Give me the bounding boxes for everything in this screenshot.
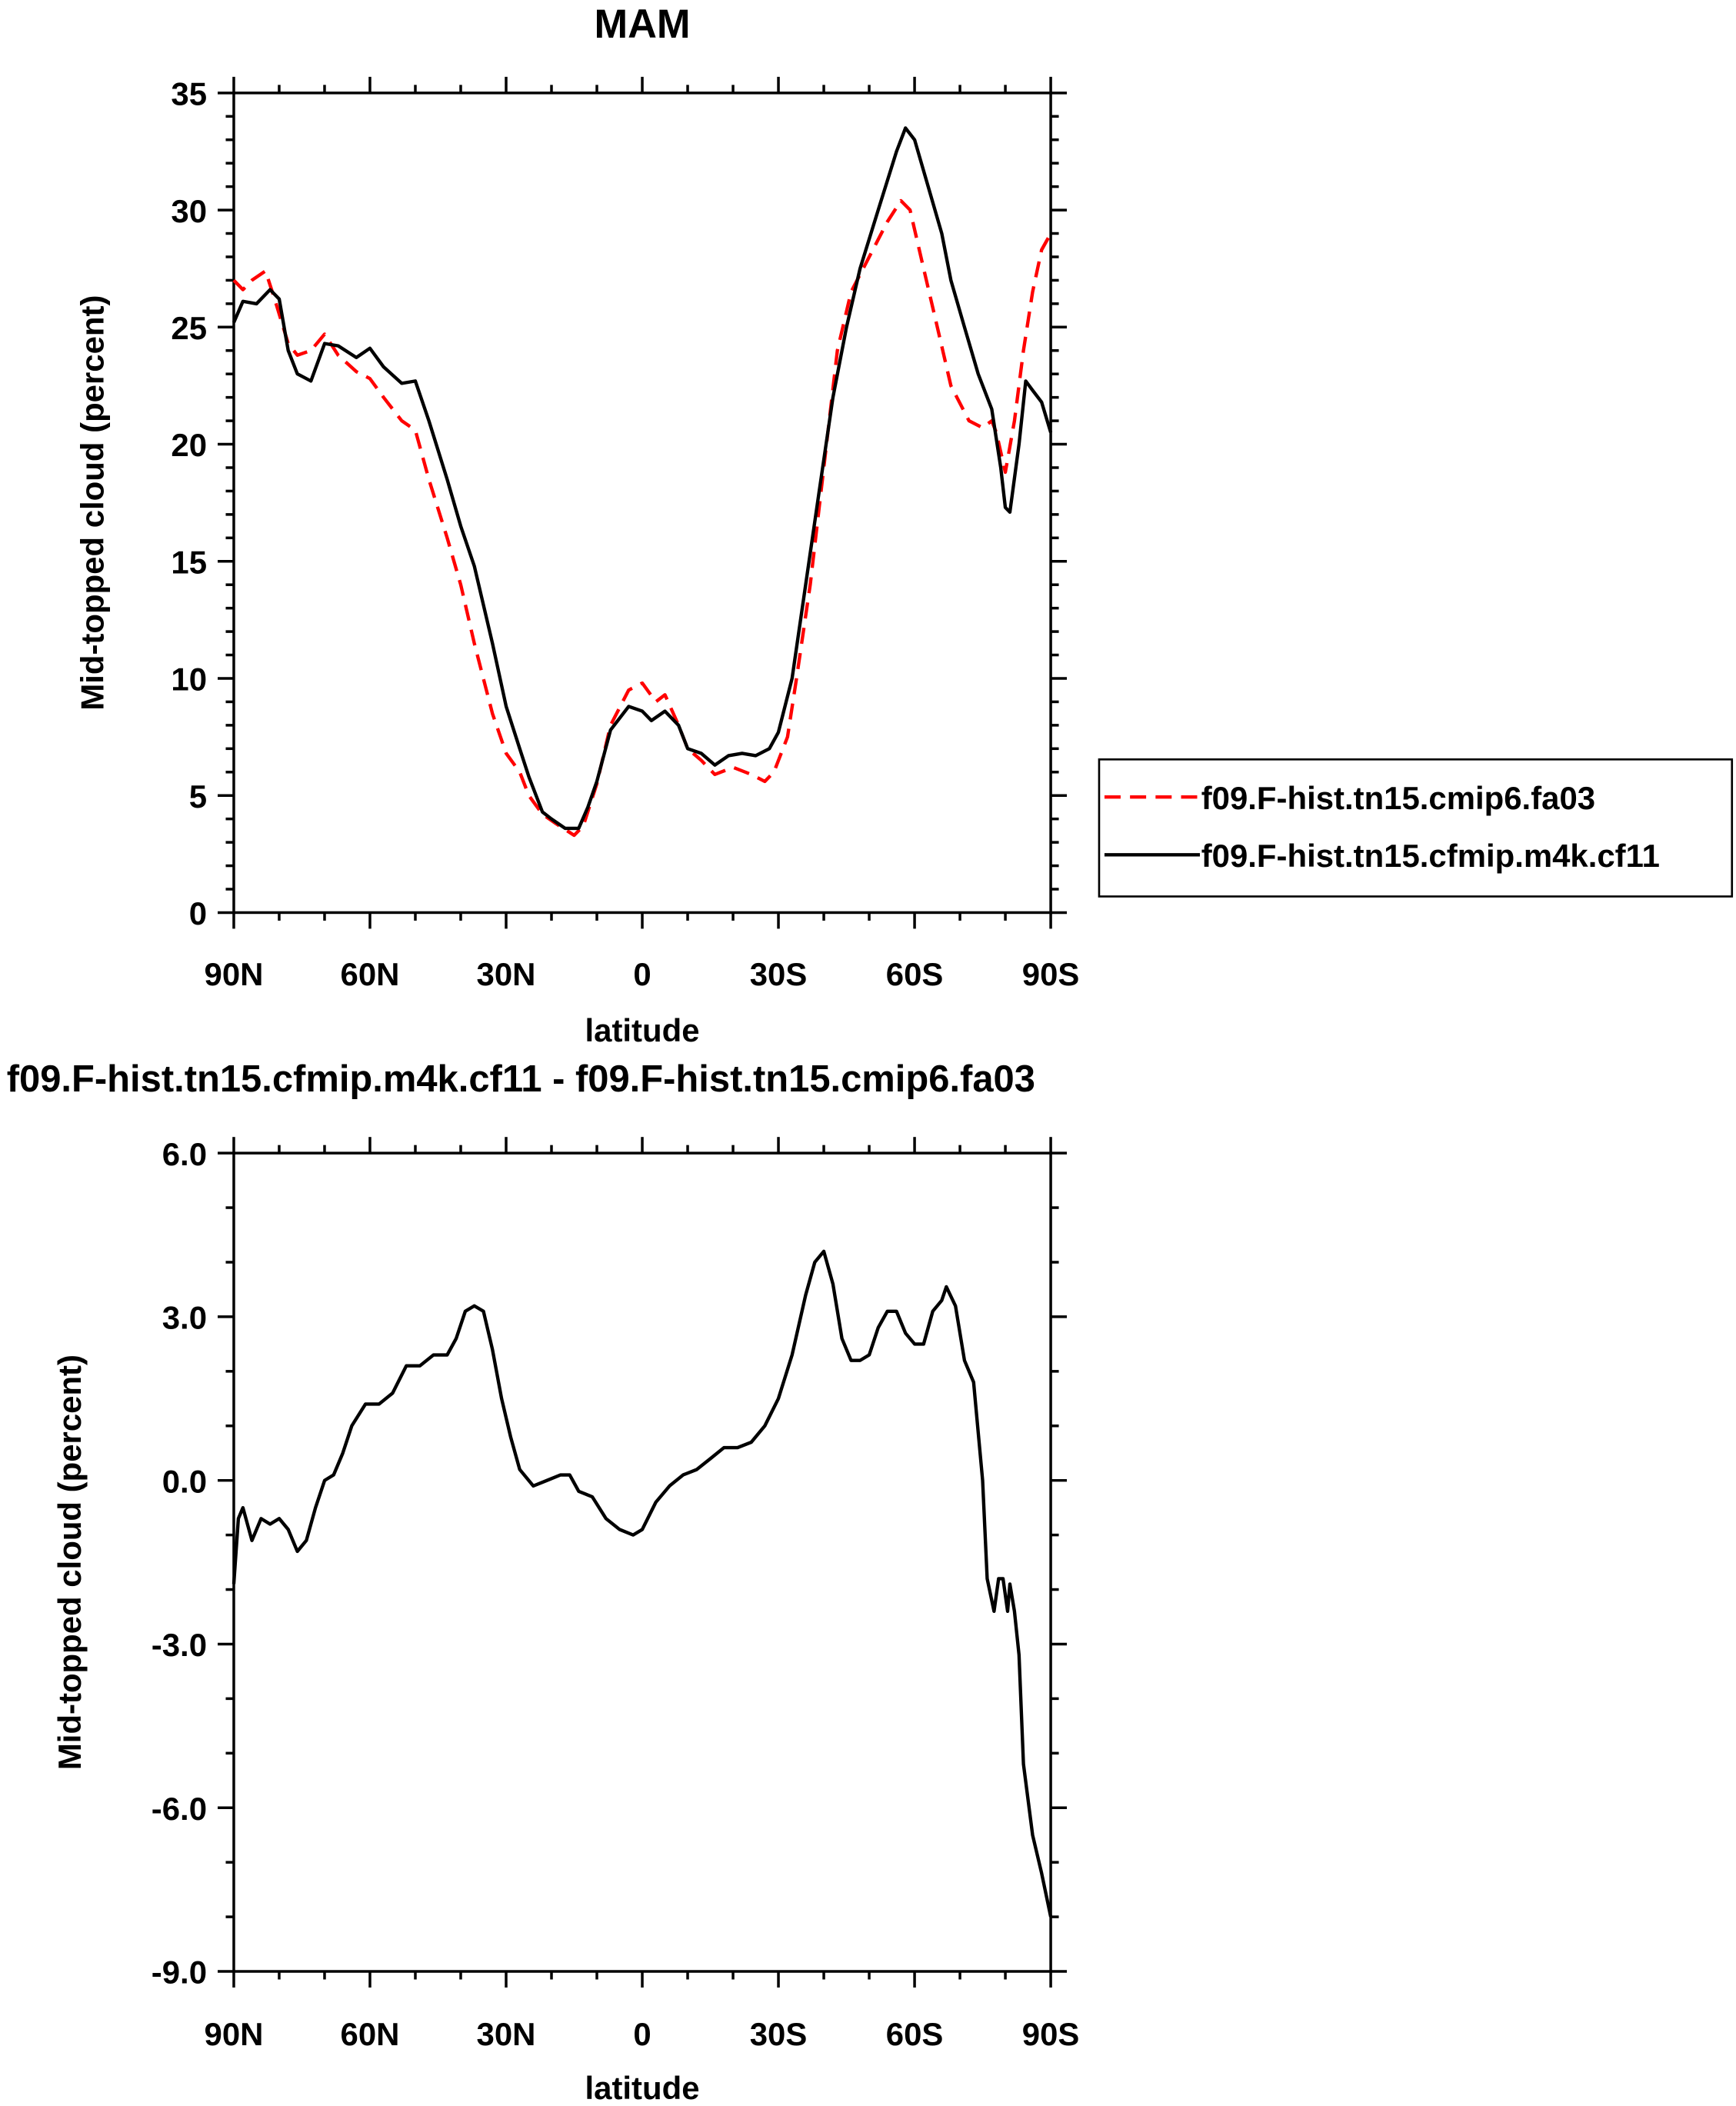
series-line-1 (232, 126, 1053, 831)
y-tick-label: 5 (189, 778, 207, 815)
legend-box (1098, 758, 1734, 898)
y-tick-label: 0 (189, 895, 207, 931)
legend: f09.F-hist.tn15.cmip6.fa03 f09.F-hist.tn… (1098, 758, 1734, 898)
y-tick-label: 15 (171, 544, 207, 580)
bottom-plot: 90N 60N 30N 0 30S 60S 90S -9.0 -6.0 -3.0 0.0 3.0 6.0… (52, 1136, 1080, 2106)
x-axis-label: latitude (585, 2070, 700, 2106)
y-tick-label: 20 (171, 427, 207, 463)
y-axis-label: Mid-topped cloud (percent) (52, 1355, 88, 1770)
x-axis-label: latitude (585, 1012, 700, 1048)
y-tick-label: 3.0 (162, 1300, 207, 1336)
x-tick-label: 90S (1022, 956, 1080, 992)
series-line-0 (232, 198, 1052, 838)
x-tick-label: 30N (477, 2016, 536, 2052)
x-tick-label: 30S (750, 2016, 808, 2052)
x-tick-label: 60N (341, 956, 400, 992)
y-tick-label: 25 (171, 310, 207, 346)
y-tick-label: 6.0 (162, 1136, 207, 1172)
x-tick-label: 90S (1022, 2016, 1080, 2052)
x-tick-label: 90N (205, 2016, 264, 2052)
y-tick-label: 35 (171, 76, 207, 112)
plot-frame (232, 92, 1052, 915)
legend-label-fa03: f09.F-hist.tn15.cmip6.fa03 (1201, 780, 1595, 816)
y-tick-label: -9.0 (152, 1954, 207, 1991)
x-tick-label: 0 (633, 956, 651, 992)
difference-chart-title: f09.F-hist.tn15.cfmip.m4k.cf11 - f09.F-h… (7, 1058, 1035, 1100)
y-tick-label: -3.0 (152, 1627, 207, 1663)
series-line-0 (232, 1249, 1053, 1918)
legend-label-cf11: f09.F-hist.tn15.cfmip.m4k.cf11 (1201, 838, 1660, 874)
x-tick-label: 0 (633, 2016, 651, 2052)
x-tick-label: 30S (750, 956, 808, 992)
y-tick-label: 10 (171, 661, 207, 698)
plot-frame (232, 1151, 1052, 1973)
y-tick-label: 30 (171, 193, 207, 229)
y-tick-label: -6.0 (152, 1791, 207, 1827)
x-tick-label: 60N (341, 2016, 400, 2052)
x-tick-label: 60S (886, 2016, 944, 2052)
y-axis-label: Mid-topped cloud (percent) (75, 295, 111, 711)
chart-title: MAM (594, 2, 690, 47)
y-tick-label: 0.0 (162, 1463, 207, 1499)
x-tick-label: 60S (886, 956, 944, 992)
x-tick-label: 30N (477, 956, 536, 992)
x-tick-label: 90N (205, 956, 264, 992)
top-plot: 90N 60N 30N 0 30S 60S 90S 0 5 10 15 20 25 30 35 latitud… (75, 76, 1080, 1049)
